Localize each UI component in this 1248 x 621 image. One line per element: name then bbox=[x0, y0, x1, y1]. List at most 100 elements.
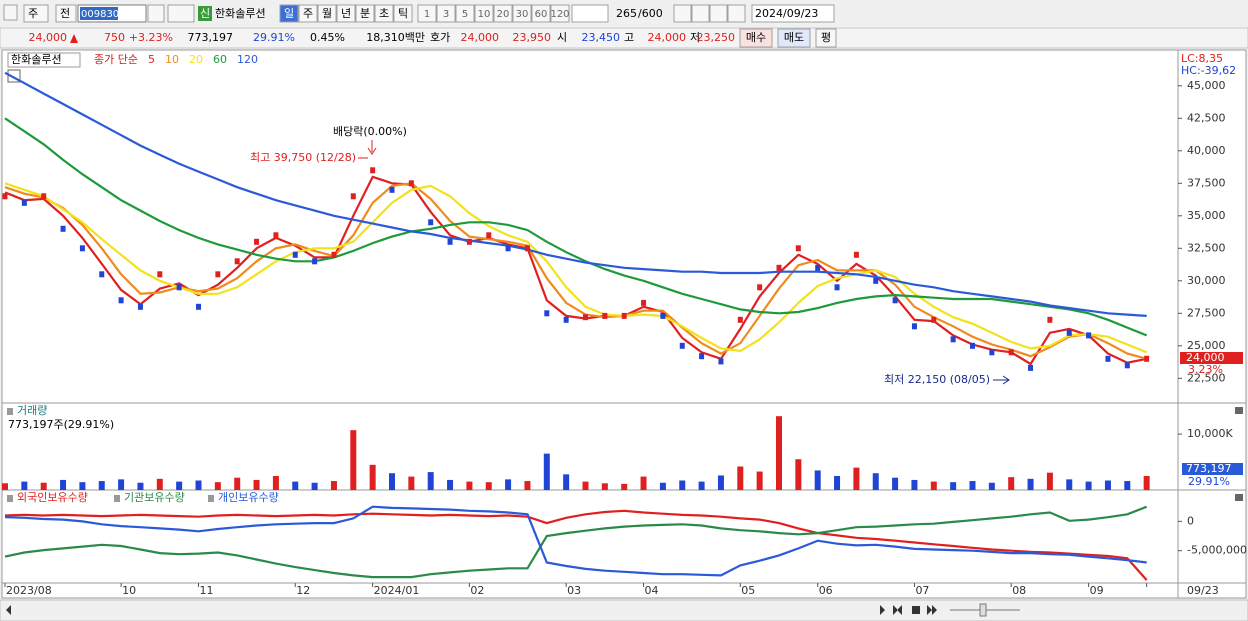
volume-bar bbox=[543, 453, 550, 490]
scrollbar[interactable] bbox=[0, 599, 1248, 621]
period-button[interactable] bbox=[355, 4, 375, 23]
low-label: 저 bbox=[690, 31, 700, 44]
volume-bar bbox=[853, 467, 860, 490]
interval-label[interactable]: 20 bbox=[497, 9, 510, 20]
volume-bar bbox=[40, 482, 47, 490]
volume-bar bbox=[930, 481, 937, 490]
period-label[interactable]: 일 bbox=[284, 6, 294, 20]
count-max: /600 bbox=[638, 7, 663, 20]
candle bbox=[312, 258, 318, 265]
series-line bbox=[4, 182, 1148, 354]
candle bbox=[853, 251, 859, 258]
tool-button[interactable] bbox=[691, 4, 710, 23]
eval-button[interactable] bbox=[815, 28, 837, 48]
buy-label[interactable]: 매수 bbox=[746, 31, 766, 44]
high-label: 고 bbox=[624, 31, 634, 44]
interval-button[interactable] bbox=[531, 4, 551, 23]
candle bbox=[757, 284, 763, 291]
legend-marker bbox=[114, 495, 120, 502]
volume-bar bbox=[814, 470, 821, 490]
market-select[interactable]: 주 bbox=[28, 7, 38, 20]
period-button[interactable] bbox=[298, 4, 318, 23]
series-line bbox=[4, 117, 1148, 337]
volume-bar bbox=[717, 475, 724, 490]
open: 23,450 bbox=[582, 31, 621, 44]
period-label[interactable]: 틱 bbox=[398, 7, 408, 20]
candle bbox=[970, 342, 975, 349]
candle bbox=[950, 336, 956, 343]
count-input[interactable] bbox=[571, 4, 609, 23]
candle bbox=[911, 323, 917, 330]
y-tick-label: 0 bbox=[1187, 514, 1194, 527]
tool-button[interactable] bbox=[709, 4, 728, 23]
period-button[interactable] bbox=[279, 4, 299, 23]
period-label[interactable]: 월 bbox=[322, 7, 332, 20]
series-line bbox=[4, 505, 1148, 579]
interval-button[interactable] bbox=[493, 4, 513, 23]
y-tick-label: 40,000 bbox=[1187, 144, 1226, 157]
tool-button[interactable] bbox=[673, 4, 692, 23]
interval-label[interactable]: 5 bbox=[462, 9, 468, 20]
volume-subtitle: 773,197주(29.91%) bbox=[8, 418, 114, 431]
date-input[interactable] bbox=[751, 4, 835, 23]
volume-bar bbox=[79, 482, 86, 490]
candle bbox=[1144, 355, 1150, 362]
period-button[interactable] bbox=[317, 4, 337, 23]
period-button[interactable] bbox=[336, 4, 356, 23]
period-button[interactable] bbox=[393, 4, 413, 23]
x-tick-label: 09/23 bbox=[1187, 584, 1219, 597]
button[interactable] bbox=[167, 4, 195, 23]
buy-button[interactable] bbox=[739, 28, 773, 48]
code-highlight bbox=[80, 7, 118, 20]
series-line bbox=[4, 71, 1147, 317]
panel-button[interactable] bbox=[1235, 494, 1243, 501]
code-text[interactable]: 009830 bbox=[81, 9, 119, 20]
candle bbox=[873, 277, 879, 284]
interval-button[interactable] bbox=[417, 4, 437, 23]
volume-bar bbox=[892, 477, 899, 490]
x-tick-label: 10 bbox=[122, 584, 136, 597]
button[interactable] bbox=[23, 4, 49, 23]
volume-bar bbox=[737, 466, 744, 490]
interval-button[interactable] bbox=[512, 4, 532, 23]
candle bbox=[583, 314, 588, 321]
last-price: 24,000 bbox=[1186, 351, 1225, 364]
volume-bar bbox=[1008, 477, 1015, 490]
candle bbox=[2, 193, 8, 200]
interval-label[interactable]: 3 bbox=[443, 9, 449, 20]
x-tick-label: 04 bbox=[645, 584, 659, 597]
period-label[interactable]: 분 bbox=[360, 7, 370, 20]
period-label[interactable]: 주 bbox=[303, 7, 313, 20]
interval-button[interactable] bbox=[474, 4, 494, 23]
interval-label[interactable]: 1 bbox=[424, 9, 430, 20]
interval-label[interactable]: 30 bbox=[516, 9, 529, 20]
axis-area bbox=[1177, 49, 1247, 599]
sell-label[interactable]: 매도 bbox=[784, 31, 804, 44]
legend-marker bbox=[208, 495, 214, 502]
panel-button[interactable] bbox=[1235, 407, 1243, 414]
icon-button[interactable] bbox=[3, 4, 18, 21]
interval-label[interactable]: 120 bbox=[550, 9, 569, 20]
button[interactable] bbox=[55, 4, 77, 23]
scroll-controls[interactable] bbox=[880, 605, 937, 615]
period-button[interactable] bbox=[374, 4, 394, 23]
interval-button[interactable] bbox=[436, 4, 456, 23]
scroll-left[interactable] bbox=[6, 605, 11, 615]
candle bbox=[815, 264, 821, 271]
sell-button[interactable] bbox=[777, 28, 811, 48]
zoom-thumb[interactable] bbox=[979, 603, 987, 617]
tool-button[interactable] bbox=[727, 4, 746, 23]
period-label[interactable]: 초 bbox=[379, 7, 389, 20]
volume-ratio: 29.91% bbox=[253, 31, 295, 44]
legend-entry: 기관보유수량 bbox=[124, 491, 185, 504]
prev-button[interactable]: 전 bbox=[60, 7, 70, 20]
interval-button[interactable] bbox=[455, 4, 475, 23]
interval-label[interactable]: 10 bbox=[478, 9, 491, 20]
interval-button[interactable] bbox=[550, 4, 570, 23]
candle bbox=[892, 297, 898, 304]
period-label[interactable]: 년 bbox=[341, 7, 351, 20]
interval-label[interactable]: 60 bbox=[535, 9, 548, 20]
eval-label[interactable]: 평 bbox=[821, 31, 831, 44]
button[interactable] bbox=[147, 4, 165, 23]
